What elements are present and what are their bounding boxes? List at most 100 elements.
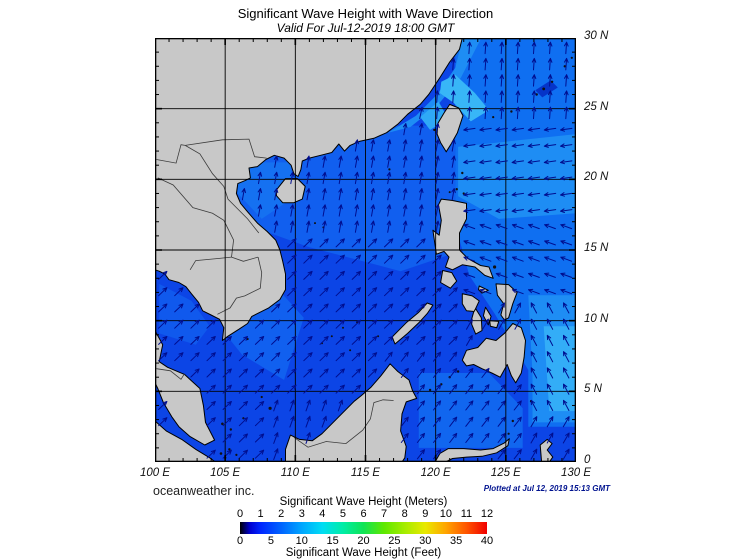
sea-region-mindanao-east-cyan <box>543 326 576 412</box>
border-china-laos-myanmar <box>156 144 186 164</box>
small-island <box>330 335 333 338</box>
lat-label: 30 N <box>584 30 609 42</box>
small-island <box>448 191 451 194</box>
small-island <box>377 335 380 338</box>
meters-tick: 10 <box>439 508 452 520</box>
land-sumatra <box>155 420 216 462</box>
lat-label: 10 N <box>584 312 609 325</box>
plotted-timestamp: Plotted at Jul 12, 2019 15:13 GMT <box>483 484 610 493</box>
meters-tick: 4 <box>319 508 326 520</box>
land-negros <box>470 308 483 335</box>
small-island <box>314 222 316 225</box>
legend-meters-ticks: 0 1 2 3 4 5 6 7 8 9 10 11 12 <box>236 508 493 520</box>
small-island <box>570 56 573 59</box>
feet-tick: 5 <box>267 535 274 547</box>
land-mindoro <box>440 270 458 289</box>
feet-tick: 15 <box>326 535 339 547</box>
small-island <box>228 448 231 451</box>
lon-label: 110 E <box>280 467 310 479</box>
credit-text: oceanweather inc. <box>153 484 255 498</box>
feet-tick: 25 <box>388 535 401 547</box>
legend-title-meters: Significant Wave Height (Meters) <box>279 496 448 508</box>
feet-tick: 10 <box>295 535 308 547</box>
land-sulawesi <box>434 438 510 462</box>
feet-tick: 35 <box>450 535 463 547</box>
small-island <box>507 432 510 435</box>
land-borneo <box>285 363 418 462</box>
border-laos-cambodia <box>231 256 259 262</box>
border-vietnam-laos <box>184 145 260 234</box>
lon-label: 115 E <box>350 467 381 479</box>
land-mainland-asia <box>155 38 463 341</box>
small-island <box>219 452 223 455</box>
meters-tick: 3 <box>298 508 305 520</box>
border-malaysia-indonesia <box>293 399 394 448</box>
land-hainan <box>275 178 306 204</box>
small-island <box>235 453 238 456</box>
meters-tick: 12 <box>480 508 494 520</box>
land-taiwan <box>436 103 464 153</box>
small-island <box>542 87 546 91</box>
meters-tick: 1 <box>257 508 264 520</box>
meters-tick: 6 <box>360 508 367 520</box>
lon-label: 120 E <box>420 467 451 479</box>
sea-region-north-scs <box>218 125 456 272</box>
legend-title-feet: Significant Wave Height (Feet) <box>285 547 442 559</box>
lon-label: 125 E <box>490 467 521 479</box>
border-laos-thailand <box>157 177 235 258</box>
lon-label: 105 E <box>210 467 241 479</box>
meters-tick: 7 <box>381 508 388 520</box>
small-island <box>511 419 514 423</box>
meters-tick: 0 <box>236 508 244 520</box>
sea-region-ps-light-band <box>458 134 576 219</box>
small-island <box>229 428 232 431</box>
land-palawan <box>391 302 434 345</box>
lat-label: 25 N <box>584 100 609 113</box>
small-island <box>268 406 272 410</box>
small-island <box>342 326 344 329</box>
meters-tick: 11 <box>460 508 473 520</box>
legend-feet-ticks: 0 5 10 15 20 25 30 35 40 <box>236 535 493 547</box>
sea-region-taiwan-cyan-streak <box>439 74 489 122</box>
lat-label: 15 N <box>584 242 609 254</box>
feet-tick: 30 <box>419 535 432 547</box>
small-island <box>455 188 458 191</box>
wave-direction-arrows <box>158 41 573 461</box>
meters-tick: 5 <box>339 508 346 520</box>
lat-label: 0 <box>584 454 591 466</box>
legend-colorbar <box>240 522 487 534</box>
feet-tick: 40 <box>480 535 494 547</box>
border-thailand-malaysia <box>156 368 185 380</box>
border-cambodia-vietnam <box>217 257 263 315</box>
lat-label: 5 N <box>584 383 602 396</box>
small-island <box>428 388 432 392</box>
small-island <box>510 110 513 113</box>
small-island <box>221 422 224 426</box>
feet-tick: 20 <box>357 535 370 547</box>
meters-tick: 2 <box>278 508 285 520</box>
small-island <box>493 265 497 269</box>
land-luzon <box>432 198 494 279</box>
sea-region-china-coastal-light <box>388 39 481 133</box>
lon-label: 130 E <box>560 467 592 479</box>
small-island <box>492 116 495 119</box>
feet-tick: 0 <box>236 535 244 547</box>
small-island <box>550 80 554 83</box>
meters-tick: 8 <box>401 508 408 520</box>
small-island <box>563 65 566 68</box>
lat-label: 20 N <box>584 171 609 184</box>
lon-label: 100 E <box>139 467 171 479</box>
small-island <box>349 349 352 352</box>
valid-time-subtitle: Valid For Jul-12-2019 18:00 GMT <box>276 21 455 35</box>
land-bohol <box>489 320 500 329</box>
sea-region-ryukyu-shadow <box>535 80 558 98</box>
small-island <box>260 395 263 399</box>
border-china-vietnam <box>185 138 267 159</box>
meters-tick: 9 <box>422 508 429 520</box>
small-island <box>456 370 460 373</box>
land-malay-peninsula <box>155 330 216 446</box>
wave-map-canvas <box>155 38 576 462</box>
small-island <box>388 168 391 171</box>
